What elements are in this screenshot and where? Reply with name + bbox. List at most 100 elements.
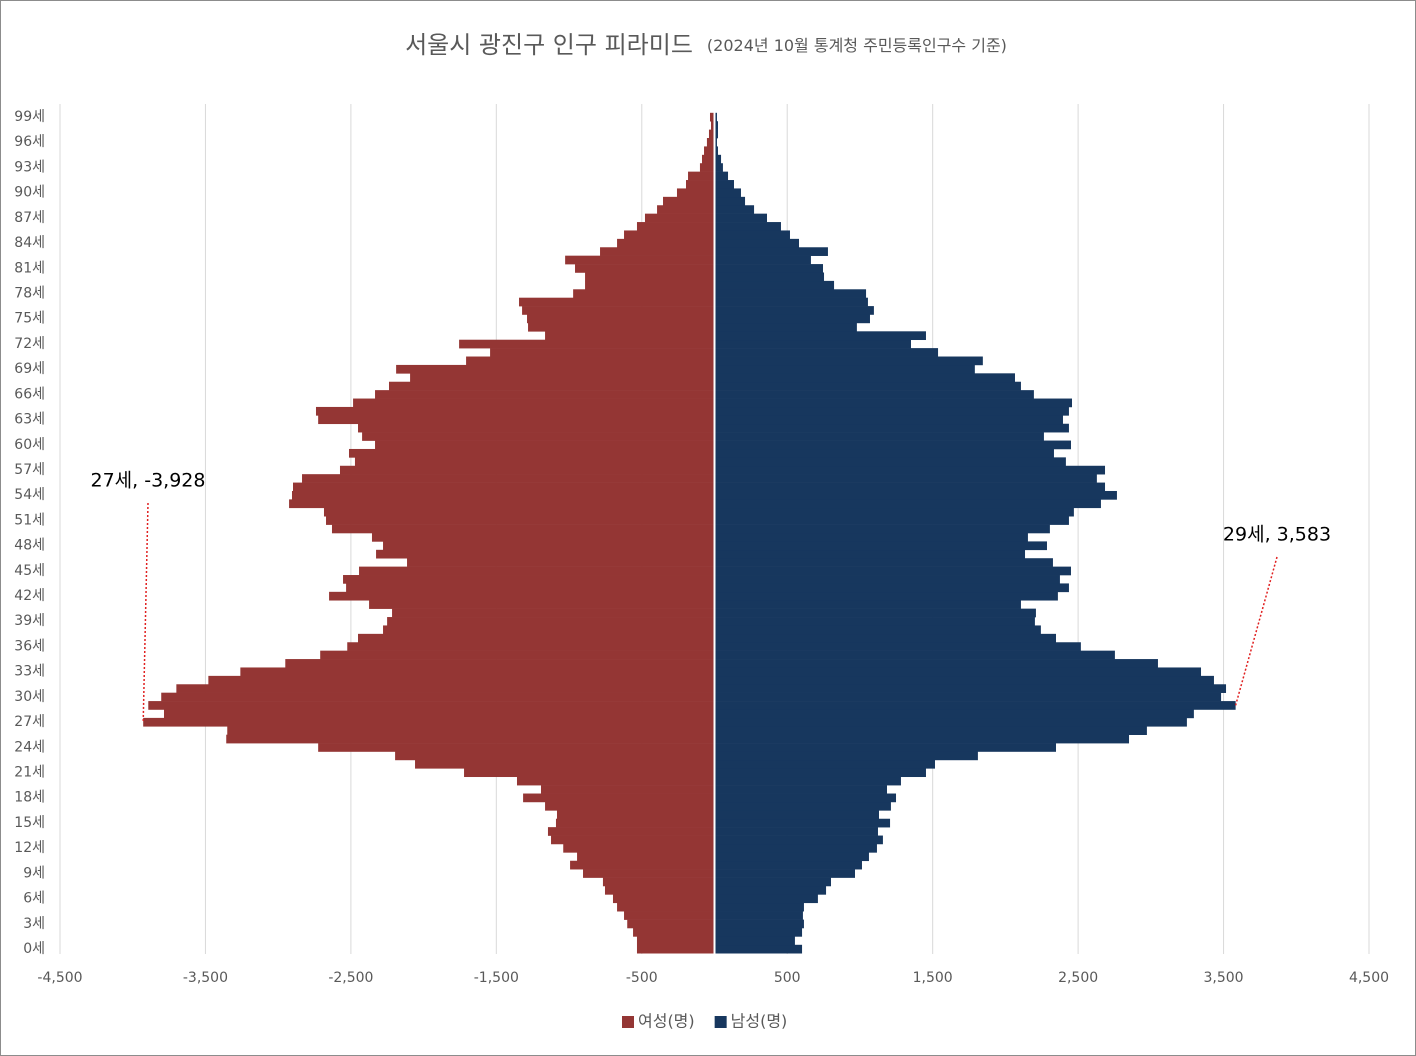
bar bbox=[714, 213, 768, 223]
bar bbox=[522, 306, 715, 315]
bar bbox=[383, 625, 715, 635]
bar bbox=[527, 314, 715, 324]
bar bbox=[358, 423, 715, 433]
bar bbox=[161, 692, 715, 702]
bar bbox=[148, 701, 715, 710]
bar bbox=[714, 827, 878, 836]
bar bbox=[663, 196, 715, 206]
bar bbox=[714, 927, 803, 937]
bar bbox=[612, 894, 715, 904]
bar bbox=[657, 205, 715, 214]
bar bbox=[714, 583, 1069, 593]
bar bbox=[714, 633, 1057, 643]
x-tick-label: -3,500 bbox=[183, 970, 228, 986]
y-tick-label: 42세 bbox=[14, 588, 45, 604]
bar bbox=[714, 171, 729, 181]
bar bbox=[343, 575, 715, 584]
bar bbox=[714, 944, 803, 954]
bar bbox=[701, 154, 715, 164]
bar bbox=[545, 801, 715, 811]
bar bbox=[143, 717, 715, 727]
bar bbox=[685, 180, 715, 189]
y-tick-label: 99세 bbox=[14, 109, 45, 125]
bar bbox=[714, 869, 855, 878]
bar bbox=[714, 390, 1034, 399]
bar bbox=[318, 743, 715, 752]
y-tick-label: 81세 bbox=[14, 260, 45, 276]
bar bbox=[362, 432, 715, 441]
bar bbox=[624, 230, 715, 240]
legend-label: 남성(명) bbox=[731, 1012, 788, 1031]
bar bbox=[708, 129, 715, 139]
bar bbox=[226, 734, 715, 744]
bar bbox=[227, 726, 715, 735]
x-tick-label: 500 bbox=[774, 970, 801, 986]
x-tick-label: 2,500 bbox=[1058, 970, 1098, 986]
bar bbox=[555, 818, 715, 828]
bar bbox=[714, 642, 1081, 651]
bar bbox=[714, 415, 1063, 425]
x-tick-label: 4,500 bbox=[1349, 970, 1389, 986]
bar bbox=[714, 818, 891, 828]
legend-label: 여성(명) bbox=[638, 1012, 695, 1031]
bar bbox=[570, 860, 715, 870]
bar bbox=[714, 885, 827, 895]
bar bbox=[714, 272, 825, 282]
bar bbox=[528, 322, 715, 332]
bar bbox=[545, 331, 715, 341]
annotation: 29세, 3,583 bbox=[1223, 524, 1331, 546]
y-tick-label: 18세 bbox=[14, 790, 45, 806]
bar bbox=[240, 667, 715, 677]
bar bbox=[585, 272, 715, 282]
bar bbox=[714, 911, 803, 920]
bar bbox=[714, 314, 870, 324]
bar bbox=[415, 759, 715, 769]
bar bbox=[617, 902, 715, 912]
x-tick-label: -2,500 bbox=[328, 970, 373, 986]
bar bbox=[714, 423, 1069, 433]
bar bbox=[556, 810, 715, 820]
y-tick-label: 72세 bbox=[14, 336, 45, 352]
bar bbox=[711, 121, 715, 130]
bar bbox=[714, 734, 1130, 744]
bar bbox=[331, 524, 715, 534]
bar bbox=[353, 398, 715, 408]
y-tick-label: 30세 bbox=[14, 689, 45, 705]
bar bbox=[714, 549, 1026, 559]
bar bbox=[714, 793, 897, 803]
bar bbox=[714, 902, 804, 912]
bar bbox=[714, 541, 1047, 551]
bar bbox=[714, 701, 1236, 710]
bar bbox=[714, 490, 1117, 500]
bar bbox=[714, 306, 874, 315]
y-tick-label: 33세 bbox=[14, 664, 45, 680]
bar bbox=[714, 617, 1035, 626]
x-tick-label: 1,500 bbox=[913, 970, 953, 986]
y-tick-label: 75세 bbox=[14, 311, 45, 327]
bar bbox=[714, 516, 1069, 525]
bar bbox=[714, 785, 887, 794]
bar bbox=[208, 675, 715, 685]
y-tick-label: 69세 bbox=[14, 361, 45, 377]
bar bbox=[714, 457, 1066, 467]
bar bbox=[395, 751, 715, 761]
bar bbox=[714, 877, 832, 887]
y-tick-label: 36세 bbox=[14, 638, 45, 654]
bar bbox=[714, 163, 723, 172]
y-tick-label: 63세 bbox=[14, 412, 45, 428]
y-tick-label: 15세 bbox=[14, 815, 45, 831]
bar bbox=[714, 692, 1222, 702]
bar bbox=[714, 322, 857, 332]
bar bbox=[583, 869, 715, 878]
bar bbox=[714, 566, 1071, 576]
bar bbox=[714, 255, 811, 265]
bar bbox=[326, 516, 715, 525]
bar bbox=[320, 650, 715, 660]
bar bbox=[604, 885, 715, 895]
bar bbox=[676, 188, 715, 198]
bar bbox=[714, 465, 1106, 475]
bar bbox=[714, 759, 935, 769]
bar bbox=[407, 558, 715, 567]
y-tick-label: 57세 bbox=[14, 462, 45, 478]
